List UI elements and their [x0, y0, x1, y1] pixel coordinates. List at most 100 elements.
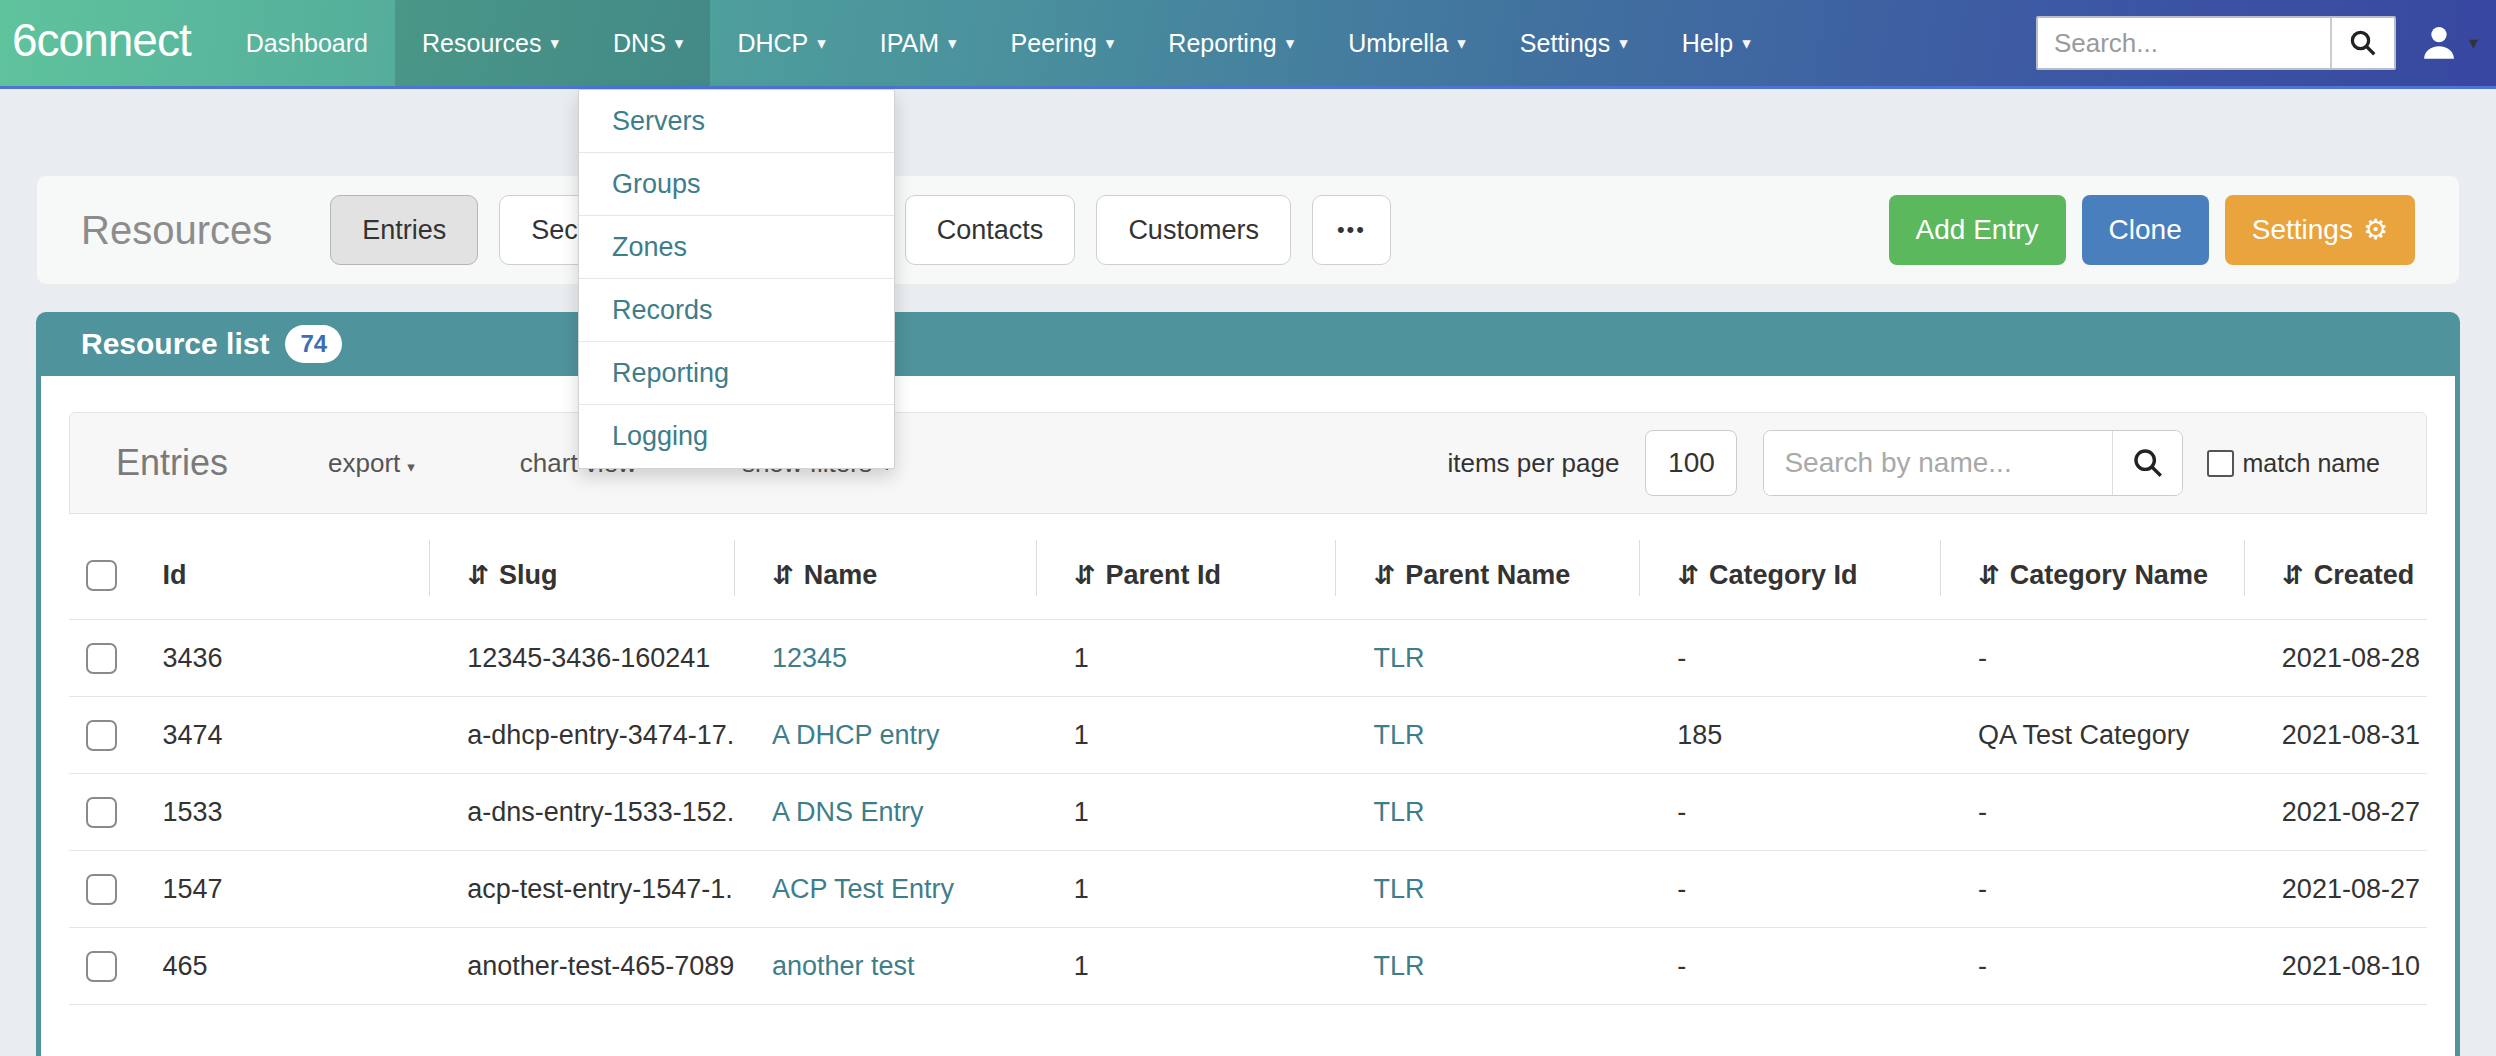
select-all-checkbox[interactable]	[86, 560, 117, 591]
header-actions: Add Entry Clone Settings⚙	[1873, 195, 2415, 265]
chevron-down-icon: ▾	[407, 458, 415, 475]
export-dropdown[interactable]: export▾	[328, 448, 415, 479]
cell-created: 2021-08-10 17	[2244, 928, 2427, 1005]
cell-category-id: -	[1639, 928, 1940, 1005]
entries-table: Id ⇵Slug ⇵Name ⇵Parent Id ⇵Parent Name ⇵…	[69, 514, 2427, 1005]
tab-entries[interactable]: Entries	[330, 195, 478, 265]
top-navbar: 6connect Dashboard Resources▾ DNS▾ DHCP▾…	[0, 0, 2496, 89]
cell-slug: acp-test-entry-1547-1...	[429, 851, 734, 928]
cell-name-link[interactable]: ACP Test Entry	[772, 874, 954, 904]
gear-icon: ⚙	[2363, 213, 2388, 246]
search-icon	[2131, 446, 2165, 480]
chevron-down-icon: ▾	[551, 33, 560, 54]
match-name-checkbox[interactable]	[2207, 450, 2234, 477]
tab-contacts[interactable]: Contacts	[905, 195, 1076, 265]
row-checkbox[interactable]	[86, 874, 117, 905]
cell-category-name: -	[1940, 774, 2244, 851]
settings-button[interactable]: Settings⚙	[2225, 195, 2415, 265]
dns-menu-item-groups[interactable]: Groups	[579, 153, 894, 216]
cell-created: 2021-08-27 01	[2244, 851, 2427, 928]
items-per-page-input[interactable]	[1645, 430, 1737, 496]
chevron-down-icon: ▾	[1286, 33, 1295, 54]
dns-menu-item-zones[interactable]: Zones	[579, 216, 894, 279]
nav-item-peering[interactable]: Peering▾	[984, 0, 1142, 86]
more-tabs-button[interactable]: •••	[1312, 195, 1391, 265]
cell-parent-name-link[interactable]: TLR	[1373, 797, 1424, 827]
name-search-button[interactable]	[2112, 431, 2182, 495]
column-header-category-id[interactable]: ⇵Category Id	[1639, 514, 1940, 620]
cell-parent-name-link[interactable]: TLR	[1373, 720, 1424, 750]
row-checkbox[interactable]	[86, 720, 117, 751]
match-name-control: match name	[2207, 449, 2380, 478]
cell-slug: another-test-465-70893	[429, 928, 734, 1005]
nav-item-ipam[interactable]: IPAM▾	[853, 0, 984, 86]
nav-item-help[interactable]: Help▾	[1655, 0, 1778, 86]
row-checkbox[interactable]	[86, 643, 117, 674]
nav-item-umbrella[interactable]: Umbrella▾	[1321, 0, 1493, 86]
row-checkbox[interactable]	[86, 951, 117, 982]
cell-slug: a-dns-entry-1533-152...	[429, 774, 734, 851]
column-header-parent-id[interactable]: ⇵Parent Id	[1036, 514, 1336, 620]
chevron-down-icon: ▾	[948, 33, 957, 54]
dns-menu-item-servers[interactable]: Servers	[579, 90, 894, 153]
nav-item-reporting[interactable]: Reporting▾	[1141, 0, 1321, 86]
cell-parent-name-link[interactable]: TLR	[1373, 874, 1424, 904]
row-checkbox[interactable]	[86, 797, 117, 828]
cell-parent-id: 1	[1036, 928, 1336, 1005]
chevron-down-icon: ▾	[2469, 32, 2478, 54]
cell-parent-name-link[interactable]: TLR	[1373, 951, 1424, 981]
column-header-slug[interactable]: ⇵Slug	[429, 514, 734, 620]
nav-item-dns[interactable]: DNS▾	[586, 0, 710, 86]
table-row: 465 another-test-465-70893 another test …	[69, 928, 2427, 1005]
cell-category-id: -	[1639, 620, 1940, 697]
chevron-down-icon: ▾	[817, 33, 826, 54]
table-header-row: Id ⇵Slug ⇵Name ⇵Parent Id ⇵Parent Name ⇵…	[69, 514, 2427, 620]
column-header-parent-name[interactable]: ⇵Parent Name	[1335, 514, 1639, 620]
toolbar-right: items per page match name	[1447, 430, 2380, 496]
nav-menu: Dashboard Resources▾ DNS▾ DHCP▾ IPAM▾ Pe…	[219, 0, 1778, 86]
column-header-name[interactable]: ⇵Name	[734, 514, 1036, 620]
dns-dropdown-menu: Servers Groups Zones Records Reporting L…	[578, 89, 895, 469]
items-per-page-label: items per page	[1447, 448, 1619, 479]
chevron-down-icon: ▾	[675, 33, 684, 54]
search-icon	[2348, 28, 2378, 58]
cell-created: 2021-08-27 01	[2244, 774, 2427, 851]
app-logo[interactable]: 6connect	[0, 13, 219, 73]
entries-toolbar: Entries export▾ chart view show filters …	[69, 412, 2427, 514]
column-header-created[interactable]: ⇵Created	[2244, 514, 2427, 620]
clone-button[interactable]: Clone	[2082, 195, 2209, 265]
sort-icon: ⇵	[1074, 560, 1096, 590]
cell-category-name: -	[1940, 620, 2244, 697]
match-name-label: match name	[2242, 449, 2380, 478]
column-header-category-name[interactable]: ⇵Category Name	[1940, 514, 2244, 620]
cell-name-link[interactable]: A DNS Entry	[772, 797, 924, 827]
chevron-down-icon: ▾	[1457, 33, 1466, 54]
resource-list-header: Resource list 74	[41, 312, 2455, 376]
cell-category-id: -	[1639, 774, 1940, 851]
nav-item-dashboard[interactable]: Dashboard	[219, 0, 395, 86]
name-search-input[interactable]	[1764, 431, 2112, 495]
add-entry-button[interactable]: Add Entry	[1889, 195, 2066, 265]
tab-customers[interactable]: Customers	[1096, 195, 1291, 265]
cell-name-link[interactable]: another test	[772, 951, 915, 981]
table-row: 1547 acp-test-entry-1547-1... ACP Test E…	[69, 851, 2427, 928]
cell-name-link[interactable]: 12345	[772, 643, 847, 673]
global-search-button[interactable]	[2330, 18, 2394, 68]
table-row: 3436 12345-3436-160241 12345 1 TLR - - 2…	[69, 620, 2427, 697]
cell-id: 3474	[141, 697, 429, 774]
navbar-right: ▾	[2036, 0, 2496, 86]
nav-item-dhcp[interactable]: DHCP▾	[710, 0, 852, 86]
dns-menu-item-reporting[interactable]: Reporting	[579, 342, 894, 405]
cell-parent-name-link[interactable]: TLR	[1373, 643, 1424, 673]
user-menu[interactable]: ▾	[2418, 22, 2478, 64]
dns-menu-item-records[interactable]: Records	[579, 279, 894, 342]
global-search-input[interactable]	[2038, 18, 2330, 68]
resource-list-container: Resource list 74 Entries export▾ chart v…	[36, 312, 2460, 1056]
sort-icon: ⇵	[1677, 560, 1699, 590]
chevron-down-icon: ▾	[1742, 33, 1751, 54]
nav-item-resources[interactable]: Resources▾	[395, 0, 586, 86]
nav-item-settings[interactable]: Settings▾	[1493, 0, 1655, 86]
entries-panel-title: Entries	[116, 442, 228, 484]
cell-name-link[interactable]: A DHCP entry	[772, 720, 940, 750]
dns-menu-item-logging[interactable]: Logging	[579, 405, 894, 468]
